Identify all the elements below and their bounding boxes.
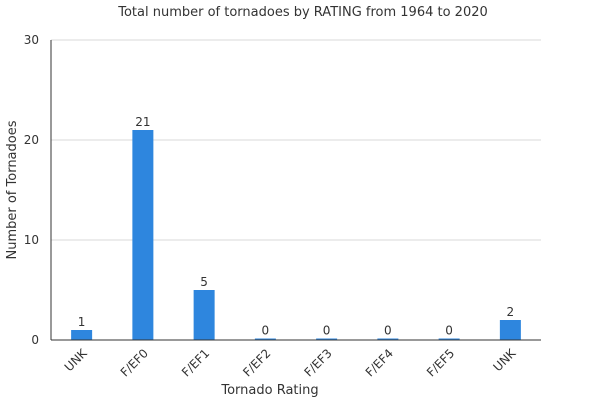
x-tick-label-4: F/EF3: [301, 346, 334, 379]
data-label-7: 2: [507, 305, 515, 319]
data-label-5: 0: [384, 324, 392, 338]
x-tick-label-2: F/EF1: [179, 346, 212, 379]
y-tick-label: 20: [24, 133, 39, 147]
data-label-3: 0: [262, 324, 270, 338]
y-axis-title: Number of Tornadoes: [5, 120, 20, 259]
bar-0: [71, 330, 93, 340]
bar-5: [377, 338, 399, 340]
bar-3: [254, 338, 276, 340]
x-axis-title: Tornado Rating: [220, 383, 318, 398]
data-label-2: 5: [200, 275, 208, 289]
data-label-4: 0: [323, 324, 331, 338]
y-tick-label: 0: [31, 333, 39, 347]
bar-7: [499, 320, 521, 340]
x-tick-label-7: UNK: [490, 345, 519, 374]
x-tick-label-3: F/EF2: [240, 346, 273, 379]
bar-6: [438, 338, 460, 340]
data-label-1: 21: [135, 115, 150, 129]
y-tick-label: 10: [24, 233, 39, 247]
x-tick-label-0: UNK: [62, 345, 91, 374]
x-axis-ticks: UNK F/EF0 F/EF1 F/EF2 F/EF3 F/EF4 F/EF5 UNK: [62, 345, 520, 379]
x-tick-label-6: F/EF5: [424, 346, 457, 379]
y-tick-label: 30: [24, 33, 39, 47]
data-label-0: 1: [78, 315, 86, 329]
gridlines: [51, 39, 541, 241]
bars: [71, 130, 521, 340]
bar-2: [193, 290, 215, 340]
chart-title: Total number of tornadoes by RATING from…: [117, 5, 488, 20]
bar-4: [316, 338, 338, 340]
y-axis-ticks: 0 10 20 30: [24, 33, 39, 347]
x-tick-label-5: F/EF4: [363, 346, 396, 379]
bar-1: [132, 130, 154, 340]
data-label-6: 0: [445, 324, 453, 338]
data-labels: 1 21 5 0 0 0 0 2: [78, 115, 514, 338]
x-tick-label-1: F/EF0: [118, 346, 151, 379]
